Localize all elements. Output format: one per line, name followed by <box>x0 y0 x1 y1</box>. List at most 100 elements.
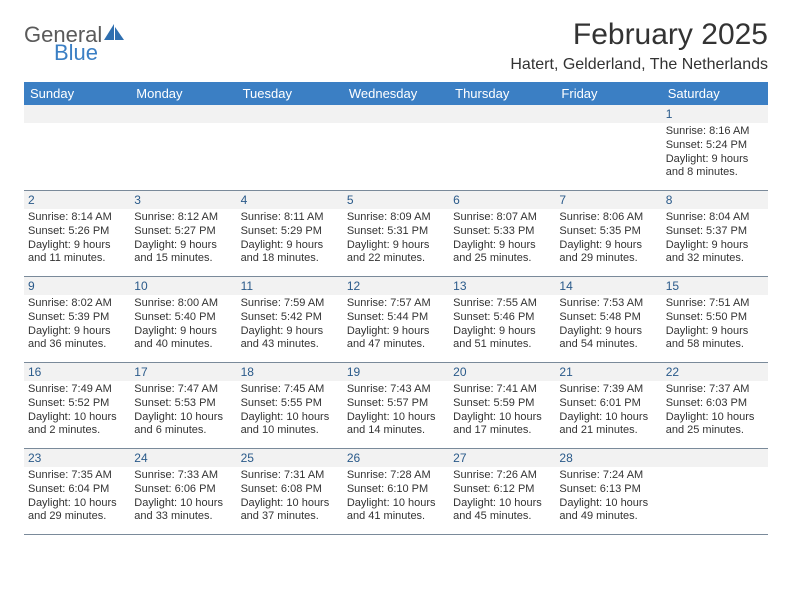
sunrise-line: Sunrise: 8:12 AM <box>134 211 232 225</box>
day-cell <box>130 105 236 190</box>
week-row: 16 Sunrise: 7:49 AMSunset: 5:52 PM Dayligh… <box>24 363 768 449</box>
day-number: 5 <box>343 191 449 209</box>
sunset-line: Sunset: 6:10 PM <box>347 483 445 497</box>
empty-day <box>237 105 343 123</box>
sunset-line: Sunset: 6:03 PM <box>666 397 764 411</box>
day-number: 16 <box>24 363 130 381</box>
day-cell: 24Sunrise: 7:33 AMSunset: 6:06 PMDayligh… <box>130 449 236 534</box>
daylight-line: and 33 minutes. <box>134 510 232 524</box>
day-cell: 20Sunrise: 7:41 AMSunset: 5:59 PMDayligh… <box>449 363 555 448</box>
daylight-line: and 11 minutes. <box>28 252 126 266</box>
daylight-line: and 17 minutes. <box>453 424 551 438</box>
day-number: 12 <box>343 277 449 295</box>
day-number: 7 <box>555 191 661 209</box>
day-number: 25 <box>237 449 343 467</box>
sunrise-line: Sunrise: 8:11 AM <box>241 211 339 225</box>
sunset-line: Sunset: 5:31 PM <box>347 225 445 239</box>
sunset-line: Sunset: 5:27 PM <box>134 225 232 239</box>
day-cell <box>555 105 661 190</box>
sunrise-line: Sunrise: 7:57 AM <box>347 297 445 311</box>
sunrise-line: Sunrise: 7:49 AM <box>28 383 126 397</box>
sunrise-line: Sunrise: 8:07 AM <box>453 211 551 225</box>
day-number: 6 <box>449 191 555 209</box>
day-number: 28 <box>555 449 661 467</box>
daylight-line: and 14 minutes. <box>347 424 445 438</box>
dow-cell: Saturday <box>662 82 768 105</box>
sunset-line: Sunset: 6:08 PM <box>241 483 339 497</box>
sunrise-line: Sunrise: 7:51 AM <box>666 297 764 311</box>
day-cell: 1Sunrise: 8:16 AMSunset: 5:24 PMDaylight… <box>662 105 768 190</box>
day-cell: 8Sunrise: 8:04 AMSunset: 5:37 PMDaylight… <box>662 191 768 276</box>
page: General Blue February 2025 Hatert, Gelde… <box>0 0 792 547</box>
day-number: 22 <box>662 363 768 381</box>
day-cell: 3Sunrise: 8:12 AMSunset: 5:27 PMDaylight… <box>130 191 236 276</box>
daylight-line: and 25 minutes. <box>666 424 764 438</box>
empty-day <box>449 105 555 123</box>
sunrise-line: Sunrise: 8:04 AM <box>666 211 764 225</box>
dow-cell: Tuesday <box>237 82 343 105</box>
daylight-line: Daylight: 9 hours <box>134 239 232 253</box>
empty-day <box>343 105 449 123</box>
daylight-line: Daylight: 9 hours <box>28 325 126 339</box>
sunrise-line: Sunrise: 7:31 AM <box>241 469 339 483</box>
day-number: 10 <box>130 277 236 295</box>
day-number: 9 <box>24 277 130 295</box>
weeks-container: 1Sunrise: 8:16 AMSunset: 5:24 PMDaylight… <box>24 105 768 535</box>
day-number: 19 <box>343 363 449 381</box>
sunset-line: Sunset: 6:13 PM <box>559 483 657 497</box>
day-cell: 25Sunrise: 7:31 AMSunset: 6:08 PMDayligh… <box>237 449 343 534</box>
daylight-line: and 43 minutes. <box>241 338 339 352</box>
daylight-line: and 47 minutes. <box>347 338 445 352</box>
logo-text2: Blue <box>24 42 98 64</box>
day-number: 11 <box>237 277 343 295</box>
sunrise-line: Sunrise: 8:09 AM <box>347 211 445 225</box>
day-cell <box>449 105 555 190</box>
daylight-line: Daylight: 10 hours <box>134 411 232 425</box>
sunset-line: Sunset: 5:50 PM <box>666 311 764 325</box>
daylight-line: and 15 minutes. <box>134 252 232 266</box>
daylight-line: and 10 minutes. <box>241 424 339 438</box>
daylight-line: and 2 minutes. <box>28 424 126 438</box>
empty-day <box>662 449 768 467</box>
sunset-line: Sunset: 5:59 PM <box>453 397 551 411</box>
sunset-line: Sunset: 5:26 PM <box>28 225 126 239</box>
day-cell: 23Sunrise: 7:35 AMSunset: 6:04 PMDayligh… <box>24 449 130 534</box>
daylight-line: and 32 minutes. <box>666 252 764 266</box>
week-row: 9Sunrise: 8:02 AMSunset: 5:39 PMDaylight… <box>24 277 768 363</box>
daylight-line: and 36 minutes. <box>28 338 126 352</box>
day-cell <box>343 105 449 190</box>
day-number: 15 <box>662 277 768 295</box>
day-cell: 18Sunrise: 7:45 AMSunset: 5:55 PMDayligh… <box>237 363 343 448</box>
daylight-line: Daylight: 10 hours <box>347 497 445 511</box>
day-number: 13 <box>449 277 555 295</box>
daylight-line: Daylight: 9 hours <box>453 239 551 253</box>
daylight-line: Daylight: 10 hours <box>559 497 657 511</box>
sunset-line: Sunset: 6:06 PM <box>134 483 232 497</box>
day-cell: 6 Sunrise: 8:07 AMSunset: 5:33 PMDaylight… <box>449 191 555 276</box>
sunset-line: Sunset: 5:33 PM <box>453 225 551 239</box>
location: Hatert, Gelderland, The Netherlands <box>510 56 768 74</box>
day-number: 23 <box>24 449 130 467</box>
sunset-line: Sunset: 5:52 PM <box>28 397 126 411</box>
sunset-line: Sunset: 5:57 PM <box>347 397 445 411</box>
sunrise-line: Sunrise: 7:39 AM <box>559 383 657 397</box>
month-title: February 2025 <box>510 18 768 52</box>
day-number: 2 <box>24 191 130 209</box>
day-cell: 12Sunrise: 7:57 AMSunset: 5:44 PMDayligh… <box>343 277 449 362</box>
daylight-line: Daylight: 9 hours <box>666 153 764 167</box>
sunrise-line: Sunrise: 7:35 AM <box>28 469 126 483</box>
dow-cell: Sunday <box>24 82 130 105</box>
day-cell: 17Sunrise: 7:47 AMSunset: 5:53 PMDayligh… <box>130 363 236 448</box>
day-cell: 2Sunrise: 8:14 AMSunset: 5:26 PMDaylight… <box>24 191 130 276</box>
daylight-line: Daylight: 9 hours <box>666 325 764 339</box>
sunrise-line: Sunrise: 7:47 AM <box>134 383 232 397</box>
sunrise-line: Sunrise: 7:26 AM <box>453 469 551 483</box>
day-cell: 27Sunrise: 7:26 AMSunset: 6:12 PMDayligh… <box>449 449 555 534</box>
daylight-line: and 21 minutes. <box>559 424 657 438</box>
sunset-line: Sunset: 5:29 PM <box>241 225 339 239</box>
daylight-line: Daylight: 9 hours <box>241 325 339 339</box>
day-cell: 14Sunrise: 7:53 AMSunset: 5:48 PMDayligh… <box>555 277 661 362</box>
day-cell: 9Sunrise: 8:02 AMSunset: 5:39 PMDaylight… <box>24 277 130 362</box>
day-number: 20 <box>449 363 555 381</box>
day-cell <box>237 105 343 190</box>
